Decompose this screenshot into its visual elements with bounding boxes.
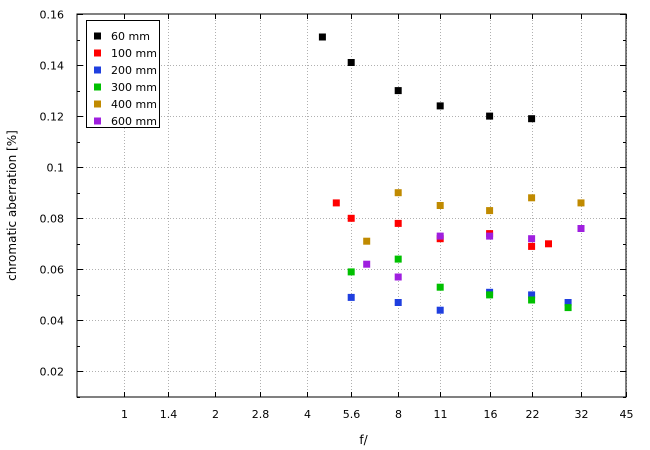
legend: 60 mm 100 mm 200 mm 300 mm 400 mm 600 mm (86, 20, 160, 128)
y-tick-label: 0.16 (40, 9, 65, 22)
data-point (436, 202, 444, 209)
data-point (363, 260, 371, 268)
series-400-mm (363, 189, 585, 245)
y-tick-label: 0.14 (40, 60, 65, 73)
y-tick-label: 0.1 (47, 162, 65, 175)
x-tick-label: 2.8 (252, 408, 270, 421)
data-point (363, 237, 371, 245)
series-600-mm (363, 225, 585, 281)
data-point (486, 112, 494, 120)
x-tick-label: 5.6 (343, 408, 361, 421)
x-tick-label: 2 (212, 408, 219, 421)
data-point (394, 219, 402, 227)
y-axis-label: chromatic aberration [%] (5, 130, 19, 281)
data-point (436, 306, 444, 314)
data-point (394, 299, 402, 306)
legend-swatch (94, 49, 101, 57)
legend-swatch (94, 100, 101, 108)
legend-label: 300 mm (111, 81, 157, 94)
y-tick-label: 0.06 (40, 264, 65, 277)
data-point (486, 207, 494, 215)
x-tick-label: 22 (526, 408, 540, 421)
legend-swatch (94, 117, 101, 125)
data-point (436, 102, 444, 110)
x-tick-label: 16 (484, 408, 498, 421)
legend-label: 200 mm (111, 64, 157, 77)
legend-label: 100 mm (111, 47, 157, 60)
data-point (394, 255, 402, 263)
data-points (318, 33, 585, 314)
data-point (318, 33, 326, 41)
data-point (436, 232, 444, 240)
x-tick-label: 11 (434, 408, 448, 421)
legend-swatch (94, 32, 101, 40)
data-point (528, 115, 536, 123)
data-point (347, 293, 355, 301)
data-point (528, 235, 536, 243)
data-point (394, 87, 402, 95)
data-point (577, 225, 585, 232)
legend-label: 60 mm (111, 30, 150, 43)
legend-label: 600 mm (111, 115, 157, 128)
data-point (347, 214, 355, 222)
data-point (332, 199, 340, 207)
x-tick-label: 4 (304, 408, 311, 421)
legend-label: 400 mm (111, 98, 157, 111)
data-point (347, 268, 355, 276)
data-point (486, 291, 494, 299)
data-point (347, 59, 355, 66)
legend-swatch (94, 83, 101, 91)
x-tick-label: 32 (575, 408, 589, 421)
x-tick-label: 1.4 (160, 408, 178, 421)
x-tick-label: 8 (395, 408, 402, 421)
data-point (436, 283, 444, 291)
y-tick-label: 0.02 (40, 366, 65, 379)
y-tick-label: 0.12 (40, 111, 65, 124)
data-point (486, 232, 494, 240)
data-point (564, 299, 572, 306)
series-300-mm (347, 255, 572, 312)
x-axis-label: f/ (359, 433, 368, 447)
x-tick-label: 1 (121, 408, 128, 421)
data-point (394, 189, 402, 197)
series-60-mm (318, 33, 536, 123)
x-tick-label: 45 (620, 408, 634, 421)
y-tick-label: 0.08 (40, 213, 65, 226)
data-point (528, 194, 536, 202)
axis-ticks: 1 1.4 2 2.8 4 5.6 8 11 16 22 32 45 0.02 0.04 0.06 0.08 0… (40, 9, 634, 422)
data-point (528, 242, 536, 250)
y-tick-label: 0.04 (40, 315, 65, 328)
data-point (528, 291, 536, 299)
data-point (528, 296, 536, 304)
data-point (545, 240, 552, 248)
data-point (394, 273, 402, 281)
data-point (564, 304, 572, 312)
data-point (577, 199, 585, 207)
legend-swatch (94, 66, 101, 74)
